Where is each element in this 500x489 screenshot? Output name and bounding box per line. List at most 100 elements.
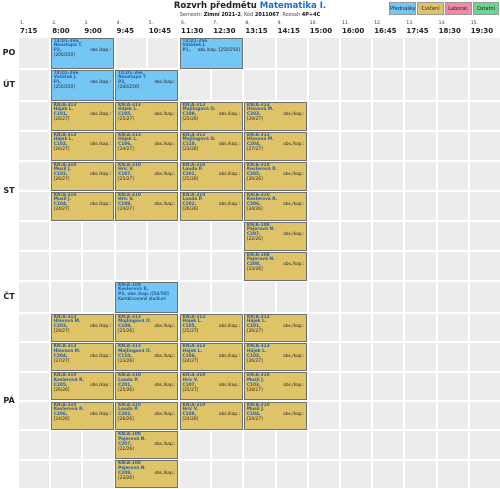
event-teacher[interactable]: Hlavová M. bbox=[53, 319, 81, 325]
event-teacher[interactable]: Keslerová R. bbox=[246, 197, 278, 203]
seminar-event[interactable]: KN:A-313 Majlingová O. C110, obs./kap.: [23/… bbox=[115, 342, 179, 372]
seminar-event[interactable]: KN:A-310 Hric V. C107, obs./kap.: [25/27] bbox=[179, 372, 243, 401]
seminar-event[interactable]: KN:A-108 Pajerová N. C208, obs./kap.: [23/26… bbox=[115, 460, 179, 489]
seminar-event[interactable]: KN:A-108 Pajerová N. C208, obs./kap.: [23/26… bbox=[243, 251, 308, 281]
lecture-event[interactable]: KN:A-108 Keslerová R. P3, obs./kap.:[54/50… bbox=[115, 281, 179, 313]
seminar-event[interactable]: KN:A-310 Keslerová R. C206, obs./kap.: [24/2… bbox=[243, 191, 308, 221]
event-room[interactable]: KN:A-310 bbox=[118, 373, 141, 379]
event-teacher[interactable]: Hlavová M. bbox=[246, 107, 274, 113]
seminar-event[interactable]: KN:A-310 Hric V. C107, obs./kap.: [25/27] bbox=[115, 161, 179, 191]
event-teacher[interactable]: Musil J. bbox=[53, 197, 72, 203]
event-teacher[interactable]: Musil J. bbox=[246, 407, 265, 413]
event-room[interactable]: KN:A-310 bbox=[246, 402, 270, 408]
event-teacher[interactable]: Keslerová R. bbox=[53, 378, 85, 384]
event-teacher[interactable]: Hric V. bbox=[182, 378, 199, 384]
seminar-event[interactable]: KN:A-310 Keslerová R. C205, obs./kap.: [26/2… bbox=[243, 161, 308, 191]
event-room[interactable]: KN:A-310 bbox=[182, 162, 206, 168]
event-teacher[interactable]: Hájek L. bbox=[246, 348, 267, 354]
event-room[interactable]: KN:A-108 bbox=[246, 252, 270, 258]
seminar-event[interactable]: KN:A-108 Pajerová N. C207, obs./kap.: [22/26… bbox=[243, 221, 308, 251]
event-teacher[interactable]: Hlavová M. bbox=[53, 348, 81, 354]
event-teacher[interactable]: Neustupa T. bbox=[118, 75, 147, 81]
event-room[interactable]: KN:A-310 bbox=[118, 192, 141, 198]
seminar-event[interactable]: KN:A-313 Hájek L. C105, obs./kap.: [25/27] bbox=[179, 313, 243, 342]
event-room[interactable]: KN:A-313 bbox=[53, 132, 77, 138]
event-room[interactable]: KN:A-313 bbox=[118, 132, 141, 138]
seminar-event[interactable]: KN:A-313 Hlavová M. C203, obs./kap.: [29/27] bbox=[243, 101, 308, 131]
event-room[interactable]: KN:A-313 bbox=[118, 102, 141, 108]
seminar-event[interactable]: KN:A-310 Keslerová R. C206, obs./kap.: [24/2… bbox=[50, 401, 115, 430]
event-teacher[interactable]: Musil J. bbox=[246, 378, 265, 384]
event-room[interactable]: KN:A-310 bbox=[246, 373, 270, 379]
seminar-event[interactable]: KN:A-313 Majlingová O. C110, obs./kap.: [23/… bbox=[179, 131, 243, 161]
event-teacher[interactable]: Keslerová R. bbox=[118, 287, 149, 293]
event-teacher[interactable]: Hájek L. bbox=[182, 348, 203, 354]
event-room[interactable]: KN:A-310 bbox=[246, 192, 270, 198]
seminar-event[interactable]: KN:A-313 Hájek L. C105, obs./kap.: [25/27] bbox=[115, 101, 179, 131]
event-room[interactable]: T4:D1-366 bbox=[53, 38, 79, 44]
event-teacher[interactable]: Pajerová N. bbox=[246, 257, 275, 263]
seminar-event[interactable]: KN:A-313 Hlavová M. C203, obs./kap.: [29/27] bbox=[50, 313, 115, 342]
event-teacher[interactable]: Valášek J. bbox=[182, 43, 206, 49]
event-teacher[interactable]: Valášek J. bbox=[53, 75, 78, 81]
event-room[interactable]: KN:A-310 bbox=[118, 402, 141, 408]
event-room[interactable]: KN:A-313 bbox=[53, 102, 77, 108]
event-room[interactable]: KN:A-310 bbox=[246, 162, 270, 168]
event-teacher[interactable]: Majlingová O. bbox=[118, 319, 152, 325]
event-teacher[interactable]: Majlingová O. bbox=[182, 107, 216, 113]
seminar-event[interactable]: KN:A-313 Hájek L. C101, obs./kap.: [26/27] bbox=[243, 313, 308, 342]
seminar-event[interactable]: KN:A-313 Hájek L. C106, obs./kap.: [24/27] bbox=[179, 342, 243, 372]
event-teacher[interactable]: Louda P. bbox=[118, 407, 139, 413]
seminar-event[interactable]: KN:A-310 Louda P. C201, obs./kap.: [25/26] bbox=[115, 372, 179, 401]
event-teacher[interactable]: Pajerová N. bbox=[118, 436, 146, 442]
event-teacher[interactable]: Hájek L. bbox=[118, 107, 138, 113]
seminar-event[interactable]: KN:A-310 Hric V. C108, obs./kap.: [24/27] bbox=[115, 191, 179, 221]
event-room[interactable]: KN:A-313 bbox=[53, 343, 77, 349]
event-room[interactable]: KN:A-313 bbox=[246, 343, 270, 349]
event-room[interactable]: KN:A-313 bbox=[182, 132, 206, 138]
event-room[interactable]: KN:A-313 bbox=[53, 314, 77, 320]
seminar-event[interactable]: KN:A-313 Hájek L. C101, obs./kap.: [26/27] bbox=[50, 101, 115, 131]
seminar-event[interactable]: KN:A-310 Musil J. C104, obs./kap.: [24/27] bbox=[243, 401, 308, 430]
event-room[interactable]: T4:D1-266 bbox=[53, 70, 79, 76]
event-room[interactable]: KN:A-310 bbox=[53, 402, 77, 408]
event-room[interactable]: KN:A-313 bbox=[246, 102, 270, 108]
event-teacher[interactable]: Hájek L. bbox=[53, 107, 74, 113]
event-room[interactable]: KN:A-310 bbox=[182, 402, 206, 408]
event-teacher[interactable]: Pajerová N. bbox=[118, 466, 146, 472]
seminar-event[interactable]: KN:A-310 Louda P. C201, obs./kap.: [25/26] bbox=[179, 161, 243, 191]
event-teacher[interactable]: Hlavová M. bbox=[246, 137, 274, 143]
seminar-event[interactable]: KN:A-313 Hájek L. C106, obs./kap.: [24/27] bbox=[115, 131, 179, 161]
lecture-event[interactable]: T4:D1-366 Neustupa T. P2, obs./kap.: [200/25… bbox=[115, 69, 179, 101]
event-room[interactable]: KN:A-310 bbox=[53, 192, 77, 198]
event-room[interactable]: KN:A-313 bbox=[182, 343, 206, 349]
event-room[interactable]: KN:A-310 bbox=[182, 192, 206, 198]
event-teacher[interactable]: Hájek L. bbox=[182, 319, 203, 325]
event-room[interactable]: KN:A-313 bbox=[182, 102, 206, 108]
seminar-event[interactable]: KN:A-310 Musil J. C103, obs./kap.: [28/27] bbox=[243, 372, 308, 401]
event-teacher[interactable]: Hájek L. bbox=[53, 137, 74, 143]
event-room[interactable]: KN:A-108 bbox=[118, 282, 141, 288]
seminar-event[interactable]: KN:A-313 Hájek L. C102, obs./kap.: [26/27] bbox=[50, 131, 115, 161]
event-room[interactable]: KN:A-313 bbox=[118, 314, 141, 320]
seminar-event[interactable]: KN:A-310 Hric V. C108, obs./kap.: [24/26] bbox=[179, 401, 243, 430]
event-room[interactable]: KN:A-313 bbox=[118, 343, 141, 349]
event-teacher[interactable]: Louda P. bbox=[118, 378, 139, 384]
seminar-event[interactable]: KN:A-313 Majlingová O. C109, obs./kap.: [25/… bbox=[115, 313, 179, 342]
event-room[interactable]: KN:A-310 bbox=[182, 373, 206, 379]
event-room[interactable]: KN:A-108 bbox=[118, 431, 141, 437]
event-room[interactable]: KN:A-108 bbox=[246, 222, 270, 228]
subject-name[interactable]: Matematika I. bbox=[259, 1, 327, 11]
event-room[interactable]: KN:A-108 bbox=[118, 461, 141, 467]
seminar-event[interactable]: KN:A-310 Keslerová R. C205, obs./kap.: [26/2… bbox=[50, 372, 115, 401]
event-teacher[interactable]: Musil J. bbox=[53, 167, 72, 173]
event-teacher[interactable]: Keslerová R. bbox=[246, 167, 278, 173]
event-room[interactable]: T4:D1-266 bbox=[182, 38, 208, 44]
event-room[interactable]: KN:A-310 bbox=[53, 162, 77, 168]
event-teacher[interactable]: Hric V. bbox=[118, 167, 134, 173]
seminar-event[interactable]: KN:A-313 Hájek L. C102, obs./kap.: [26/27] bbox=[243, 342, 308, 372]
event-teacher[interactable]: Pajerová N. bbox=[246, 227, 275, 233]
event-teacher[interactable]: Hric V. bbox=[118, 197, 134, 203]
event-teacher[interactable]: Neustupa T. bbox=[53, 43, 83, 49]
